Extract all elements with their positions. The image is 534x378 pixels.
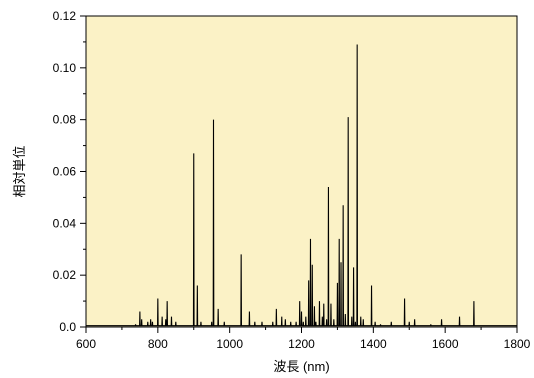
y-tick-label: 0.10 bbox=[53, 61, 77, 75]
y-tick-label: 0.12 bbox=[53, 9, 77, 23]
y-tick-label: 0.08 bbox=[53, 113, 77, 127]
x-axis: 600 800 1000 1200 1400 1600 1800 bbox=[76, 327, 531, 351]
x-tick-label: 800 bbox=[148, 337, 168, 351]
x-tick-label: 1800 bbox=[504, 337, 531, 351]
spectrum-line bbox=[86, 44, 517, 327]
y-axis: 0.0 0.02 0.04 0.06 0.08 0.10 0.12 bbox=[53, 9, 86, 334]
y-tick-label: 0.04 bbox=[53, 216, 77, 230]
y-tick-label: 0.02 bbox=[53, 268, 77, 282]
x-tick-label: 1600 bbox=[432, 337, 459, 351]
x-tick-label: 1400 bbox=[360, 337, 387, 351]
spectrum-series bbox=[86, 44, 517, 327]
y-axis-label: 相対単位 bbox=[12, 145, 27, 197]
x-axis-label: 波長 (nm) bbox=[273, 359, 329, 374]
x-tick-label: 1200 bbox=[288, 337, 315, 351]
y-tick-label: 0.06 bbox=[53, 165, 77, 179]
plot-area bbox=[86, 16, 517, 327]
x-tick-label: 600 bbox=[76, 337, 96, 351]
x-tick-label: 1000 bbox=[216, 337, 243, 351]
y-tick-label: 0.0 bbox=[59, 320, 76, 334]
